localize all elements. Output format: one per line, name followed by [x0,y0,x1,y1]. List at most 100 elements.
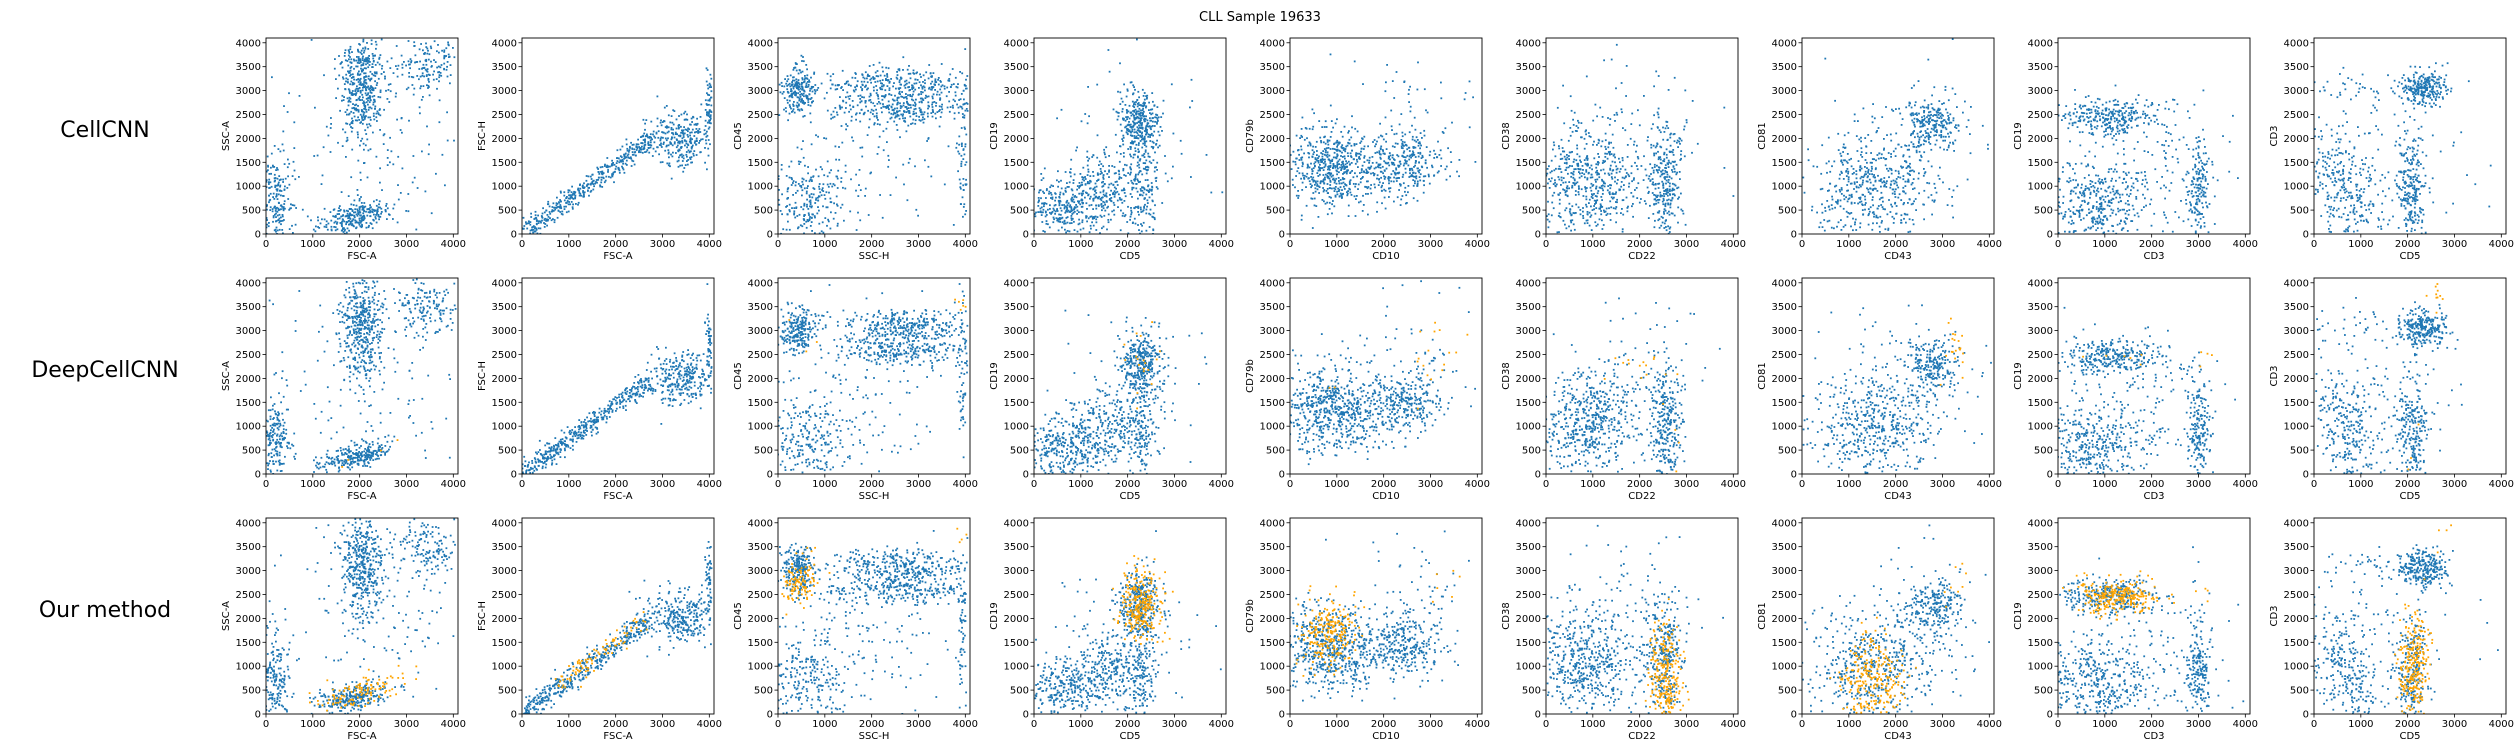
data-point [282,232,284,234]
data-point [277,686,280,688]
highlighted-point [338,689,341,692]
data-point [670,374,672,377]
data-point [346,703,349,705]
data-point [268,444,271,446]
data-point [594,182,596,185]
data-point [359,709,362,712]
data-point [365,110,368,113]
data-point [367,109,370,111]
data-point [345,461,348,463]
data-point [652,388,655,390]
data-point [408,590,410,593]
y-tick-label: 500 [242,446,261,457]
data-point [551,463,553,466]
data-point [599,185,602,188]
data-point [404,538,407,541]
data-point [369,523,371,526]
data-point [667,130,670,133]
data-point [368,123,371,125]
data-point [357,88,359,90]
data-point [373,313,376,315]
data-point [596,418,599,421]
data-point [442,559,445,561]
data-point [360,332,362,335]
data-point [365,282,368,284]
data-point [334,689,336,692]
data-point [391,553,394,556]
data-point [358,314,360,317]
data-point [362,689,365,692]
data-point [337,706,340,709]
data-point [377,699,380,701]
data-point [354,453,357,455]
data-point [287,158,289,161]
data-point [540,221,542,224]
data-point [415,331,418,334]
data-point [362,355,365,357]
data-point [276,210,279,213]
data-point [682,360,685,363]
data-point [367,697,370,700]
data-point [285,432,288,435]
data-point [365,291,368,293]
data-point [381,331,383,334]
data-point [416,187,419,189]
data-point [668,369,671,371]
data-point [663,359,666,362]
data-point [333,458,336,461]
data-point [368,101,371,103]
data-point [350,457,352,460]
data-point [330,228,333,231]
data-point [437,44,439,46]
data-point [700,383,703,386]
data-point [364,116,367,118]
data-point [361,122,364,125]
data-point [368,552,370,555]
data-point [388,213,390,216]
data-point [534,460,537,463]
y-tick-label: 3500 [236,542,261,553]
data-point [632,153,635,156]
data-point [362,304,364,306]
data-point [386,528,389,530]
data-point [354,521,357,524]
data-point [705,378,708,381]
data-point [659,363,662,366]
data-point [353,93,356,95]
data-point [549,449,552,452]
highlighted-point [350,690,353,693]
data-point [281,219,284,222]
points-layer [266,278,457,474]
data-point [273,173,276,176]
data-point [341,577,344,579]
data-point [339,321,341,323]
data-point [335,97,337,99]
data-point [348,326,350,328]
data-point [357,159,360,162]
data-point [600,179,603,181]
data-point [355,538,358,540]
data-point [582,190,584,192]
data-point [281,214,284,216]
data-point [273,454,275,457]
data-point [373,364,375,367]
data-point [548,442,551,445]
data-point [690,372,693,375]
data-point [667,164,670,167]
data-point [418,68,421,70]
data-point [282,705,284,708]
data-point [366,328,369,330]
data-point [366,123,368,126]
data-point [351,107,354,110]
data-point [691,366,694,368]
data-point [277,667,280,670]
data-point [348,551,350,554]
data-point [360,205,363,208]
data-point [270,697,273,700]
data-point [301,208,304,211]
data-point [528,222,530,224]
data-point [271,427,273,429]
data-point [373,368,376,371]
data-point [384,75,386,78]
data-point [559,200,562,203]
